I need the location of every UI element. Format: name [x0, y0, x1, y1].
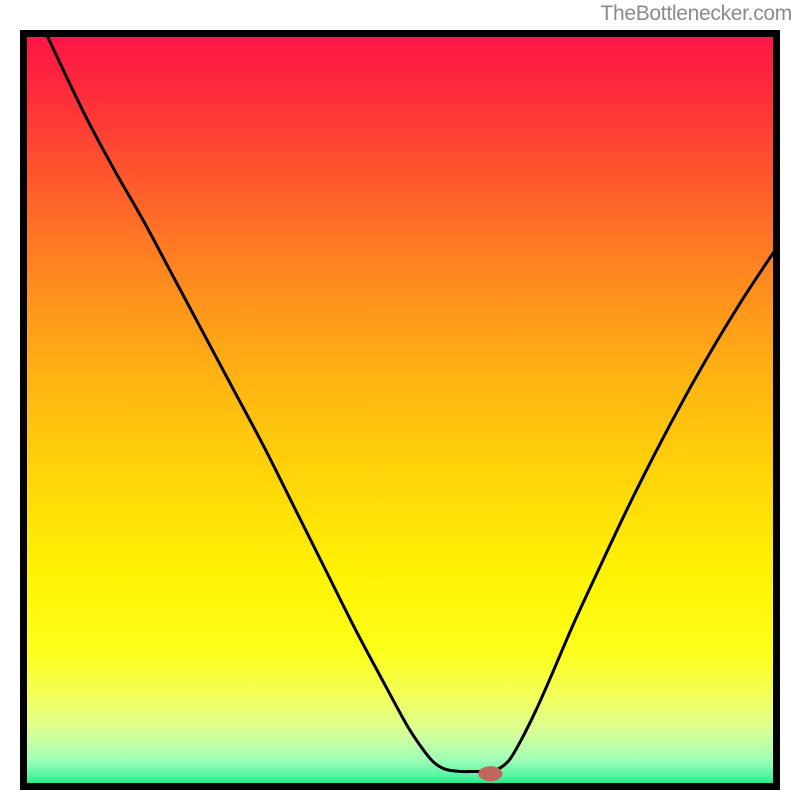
chart-plot	[20, 30, 780, 790]
watermark-text: TheBottlenecker.com	[600, 2, 792, 26]
chart-frame	[20, 30, 780, 790]
optimal-point-marker	[478, 766, 502, 781]
gradient-background	[24, 34, 777, 787]
bottleneck-chart: TheBottlenecker.com	[0, 0, 800, 800]
